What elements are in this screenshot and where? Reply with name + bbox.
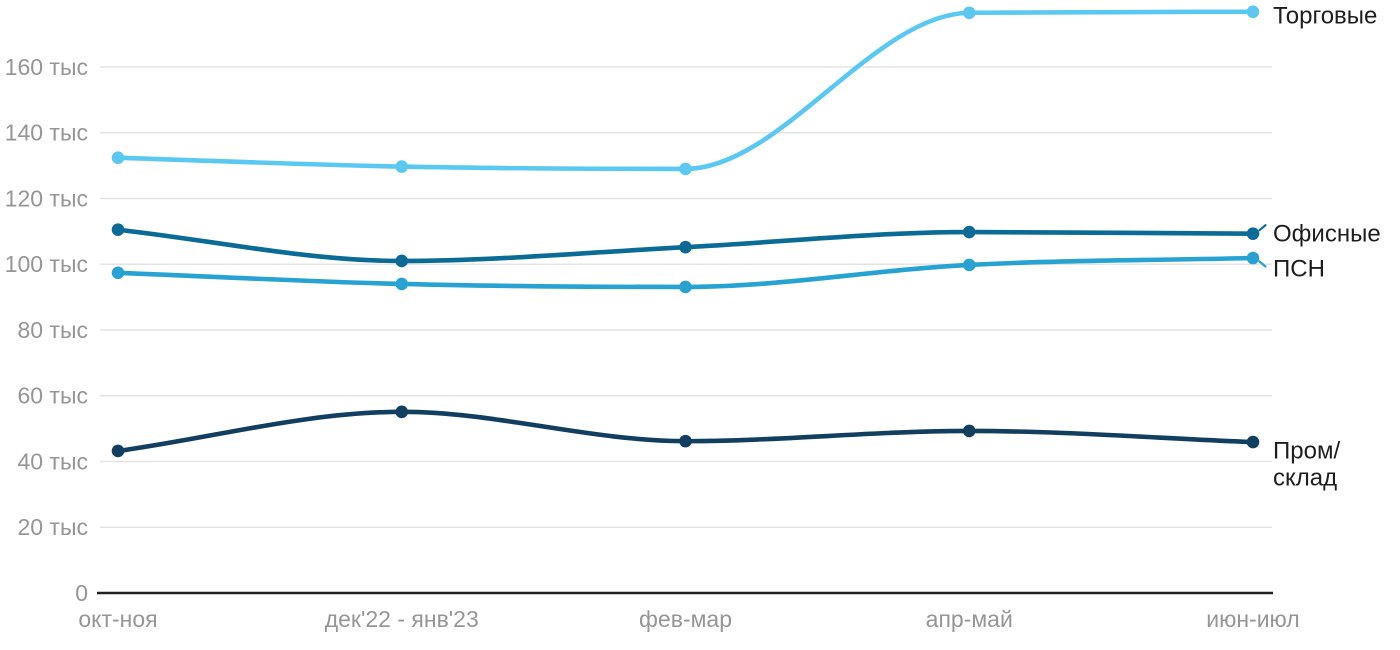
data-point-psn bbox=[679, 280, 692, 294]
data-point-office bbox=[395, 254, 409, 268]
series-label-retail: Торговые bbox=[1273, 2, 1377, 29]
series-label-industrial-warehouse: Пром/ bbox=[1273, 437, 1340, 464]
data-point-industrial-warehouse bbox=[679, 434, 692, 448]
data-point-retail bbox=[679, 162, 692, 176]
series-line-retail bbox=[115, 9, 1256, 172]
x-tick-label: апр-май bbox=[926, 606, 1013, 632]
data-point-retail bbox=[111, 151, 125, 165]
x-tick-label: фев-мар bbox=[639, 606, 732, 632]
y-tick-label: 40 тыс bbox=[17, 448, 88, 474]
data-point-psn bbox=[1246, 251, 1260, 265]
x-tick-label: дек'22 - янв'23 bbox=[325, 606, 479, 632]
label-leader-psn bbox=[1258, 260, 1267, 268]
y-tick-label: 100 тыс bbox=[5, 251, 88, 277]
series-label-psn: ПСН bbox=[1273, 256, 1325, 283]
data-point-office bbox=[111, 223, 125, 237]
series-label-office: Офисные bbox=[1273, 220, 1381, 247]
x-tick-label: окт-ноя bbox=[78, 606, 157, 632]
data-point-industrial-warehouse bbox=[395, 405, 409, 419]
y-tick-label: 80 тыс bbox=[17, 317, 88, 343]
series-label-industrial-warehouse: склад bbox=[1273, 464, 1337, 491]
data-point-industrial-warehouse bbox=[111, 444, 125, 458]
data-point-retail bbox=[395, 160, 409, 173]
y-tick-label: 140 тыс bbox=[5, 120, 88, 146]
label-leader-office bbox=[1258, 224, 1267, 232]
data-point-retail bbox=[962, 6, 976, 20]
data-point-psn bbox=[395, 277, 409, 291]
y-tick-label: 160 тыс bbox=[5, 54, 88, 80]
data-point-industrial-warehouse bbox=[1246, 435, 1260, 449]
data-point-office bbox=[962, 225, 976, 239]
data-point-office bbox=[679, 240, 692, 254]
y-tick-label: 60 тыс bbox=[17, 383, 88, 409]
data-point-psn bbox=[111, 266, 125, 280]
y-tick-label: 20 тыс bbox=[17, 514, 88, 540]
data-point-retail bbox=[1246, 5, 1260, 19]
y-tick-label: 0 bbox=[75, 580, 88, 606]
data-point-psn bbox=[962, 258, 976, 272]
data-point-office bbox=[1246, 227, 1260, 240]
y-tick-label: 120 тыс bbox=[5, 185, 88, 211]
data-point-industrial-warehouse bbox=[962, 424, 976, 438]
x-tick-label: июн-июл bbox=[1206, 606, 1299, 632]
